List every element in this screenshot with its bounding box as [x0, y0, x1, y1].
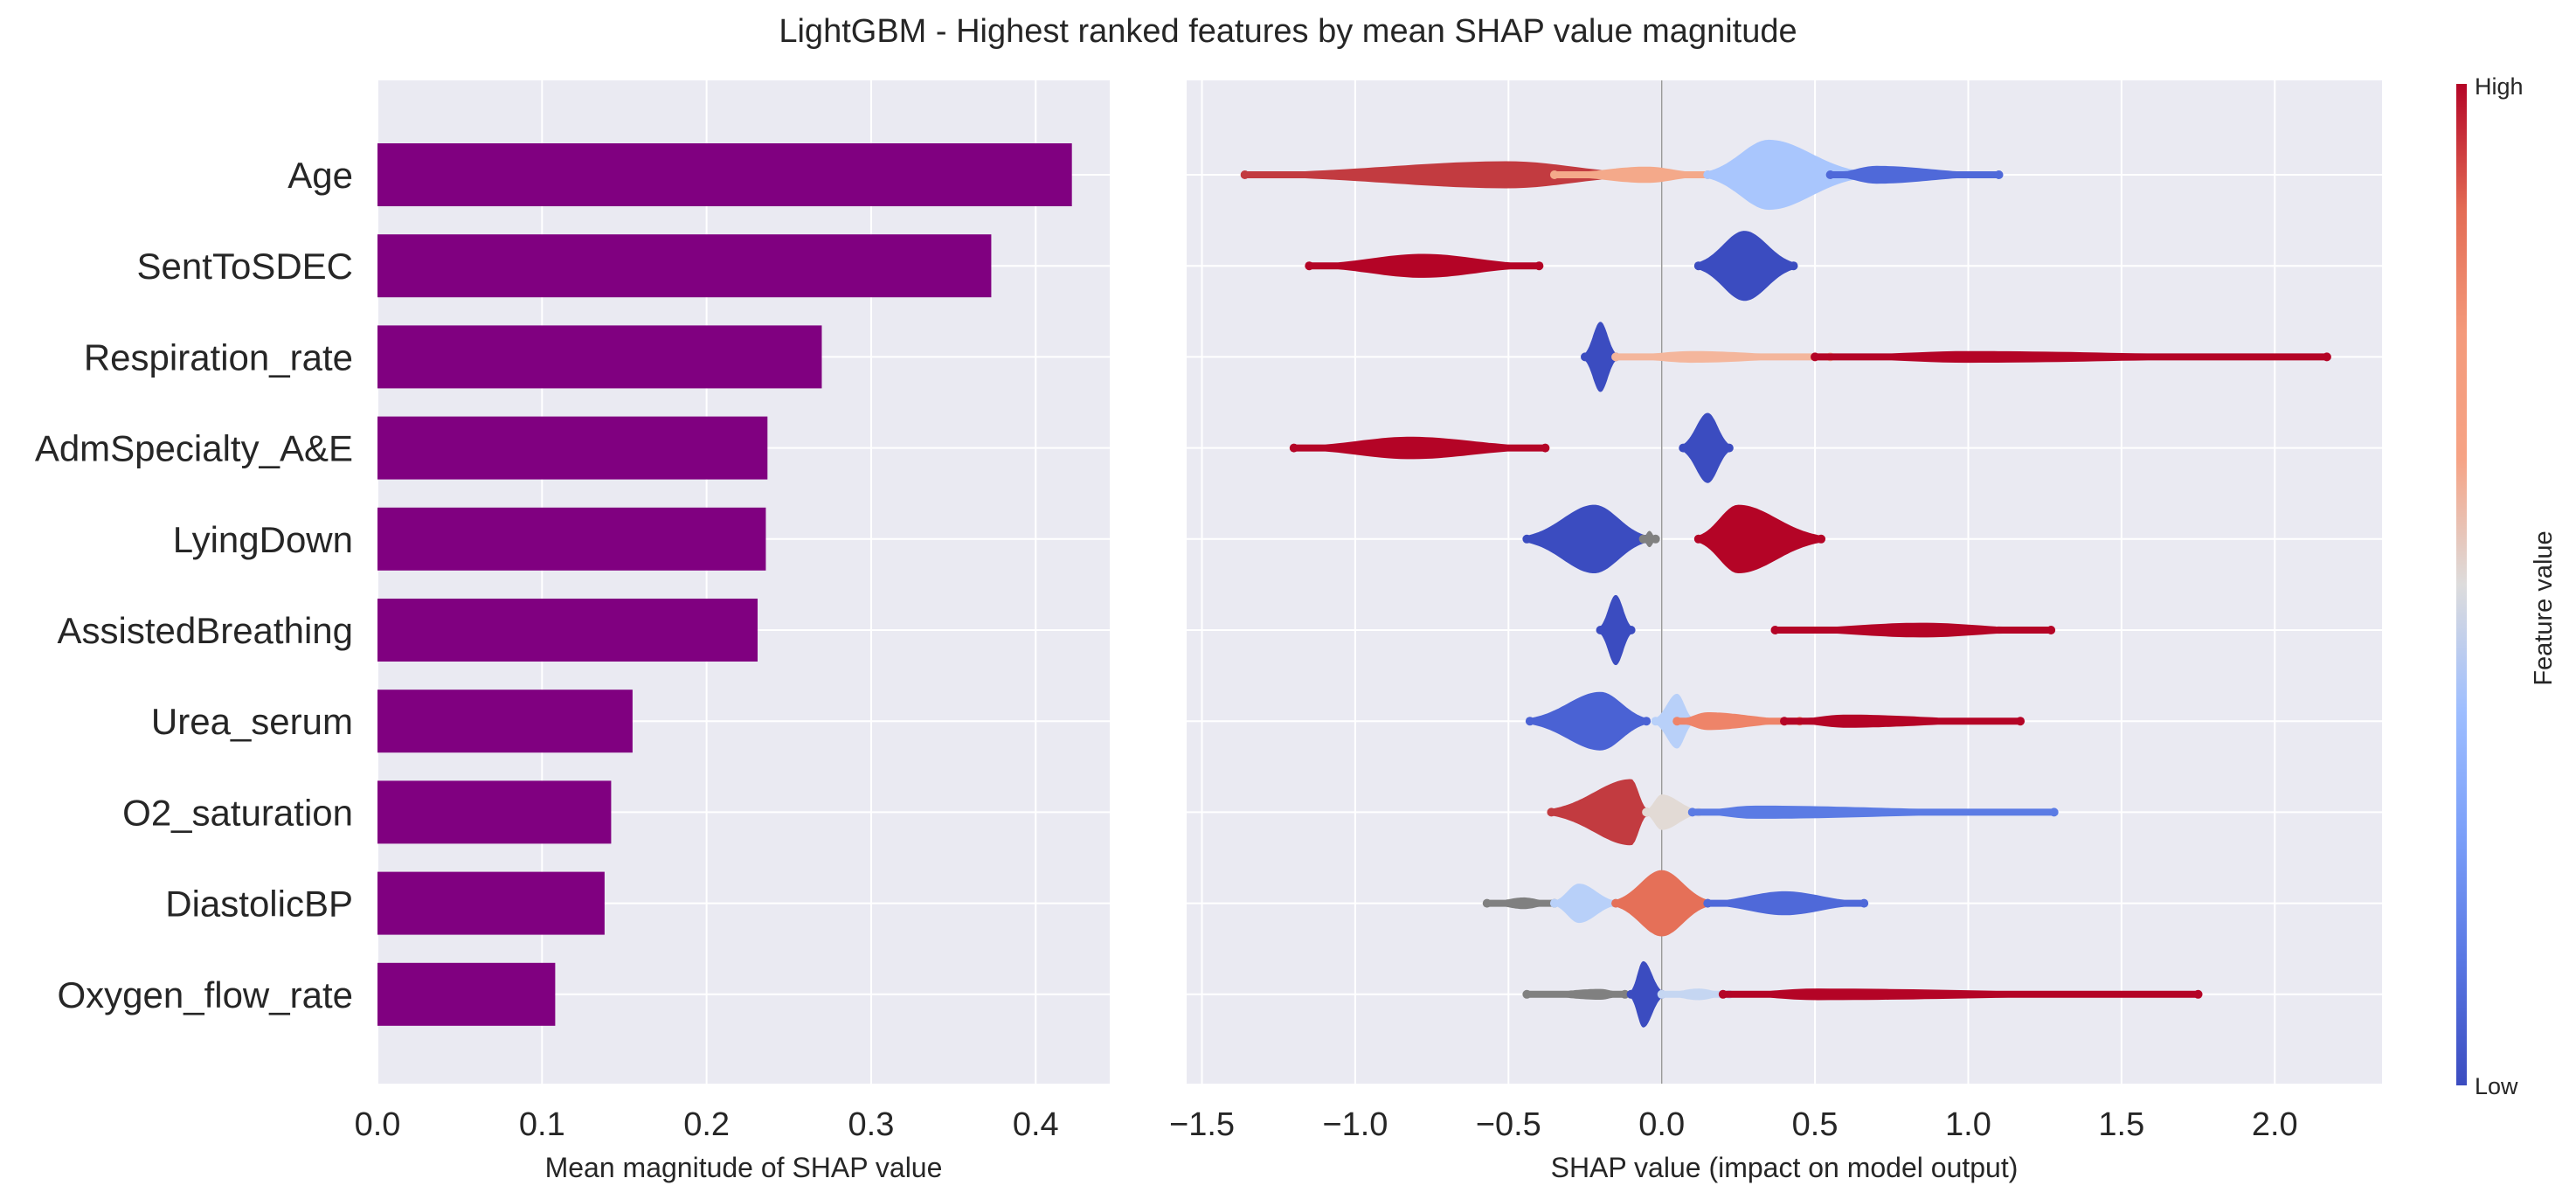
- bar-category-label: Urea_serum: [151, 701, 353, 742]
- beeswarm-plot-area: [1187, 80, 2382, 1084]
- beeswarm-point: [1240, 170, 1250, 179]
- bar-x-axis-label: Mean magnitude of SHAP value: [545, 1152, 943, 1183]
- beeswarm-chart: −1.5 −1.0 −0.5 0.0 0.5 1.0 1.5 2.0 SHAP value (…: [1169, 80, 2382, 1183]
- beeswarm-point: [1703, 170, 1713, 179]
- beeswarm-x-tick-label: −1.0: [1322, 1106, 1388, 1143]
- bar-x-tick-labels: 0.0 0.1 0.2 0.3 0.4: [355, 1106, 1059, 1143]
- beeswarm-point: [1305, 261, 1314, 271]
- beeswarm-x-axis-label: SHAP value (impact on model output): [1551, 1152, 2019, 1183]
- bar: [377, 871, 605, 935]
- beeswarm-point: [1611, 352, 1621, 362]
- colorbar-high-label: High: [2475, 73, 2524, 100]
- beeswarm-point: [2193, 989, 2203, 999]
- bar-marks: [377, 143, 1072, 1026]
- beeswarm-point: [1482, 898, 1492, 908]
- bar-category-label: DiastolicBP: [165, 884, 353, 925]
- bar: [377, 325, 822, 389]
- bar-category-label: SentToSDEC: [137, 246, 353, 287]
- beeswarm-point: [1672, 717, 1682, 726]
- beeswarm-point: [1679, 443, 1688, 453]
- beeswarm-x-tick-label: 2.0: [2252, 1106, 2298, 1143]
- bar-category-label: Respiration_rate: [84, 336, 353, 378]
- beeswarm-cluster: [1526, 988, 1626, 1000]
- bar: [377, 143, 1072, 206]
- bar: [377, 507, 766, 571]
- bar: [377, 780, 612, 844]
- beeswarm-point: [1811, 352, 1820, 362]
- beeswarm-point: [1541, 443, 1550, 453]
- bar: [377, 234, 992, 298]
- beeswarm-point: [1703, 898, 1713, 908]
- beeswarm-point: [1718, 989, 1728, 999]
- beeswarm-point: [1651, 717, 1660, 726]
- beeswarm-point: [1534, 261, 1544, 271]
- beeswarm-point: [1825, 170, 1835, 179]
- beeswarm-point: [1611, 898, 1621, 908]
- bar-x-tick-label: 0.0: [355, 1106, 401, 1143]
- beeswarm-point: [2322, 352, 2331, 362]
- beeswarm-point: [1522, 989, 1532, 999]
- bar-x-tick-label: 0.2: [683, 1106, 730, 1143]
- bar: [377, 599, 758, 662]
- beeswarm-point: [1693, 261, 1703, 271]
- beeswarm-point: [1693, 534, 1703, 544]
- colorbar-title: Feature value: [2530, 530, 2558, 685]
- bar: [377, 416, 768, 480]
- beeswarm-point: [1522, 534, 1532, 544]
- bar-category-label: O2_saturation: [122, 792, 353, 833]
- beeswarm-point: [1626, 989, 1636, 999]
- beeswarm-point: [1547, 807, 1556, 817]
- beeswarm-point: [1724, 443, 1734, 453]
- beeswarm-x-tick-labels: −1.5 −1.0 −0.5 0.0 0.5 1.0 1.5 2.0: [1169, 1106, 2298, 1143]
- beeswarm-point: [2049, 807, 2059, 817]
- bar-category-label: Age: [287, 155, 353, 196]
- beeswarm-point: [1289, 443, 1298, 453]
- beeswarm-point: [1780, 717, 1789, 726]
- bar-category-label: Oxygen_flow_rate: [57, 974, 353, 1015]
- beeswarm-point: [1817, 534, 1826, 544]
- beeswarm-point: [1642, 717, 1652, 726]
- beeswarm-point: [1626, 626, 1636, 634]
- beeswarm-point: [1638, 534, 1648, 544]
- beeswarm-point: [1581, 352, 1589, 362]
- chart-title: LightGBM - Highest ranked features by me…: [779, 13, 1797, 50]
- beeswarm-x-tick-label: −0.5: [1476, 1106, 1541, 1143]
- colorbar-gradient: [2456, 84, 2467, 1085]
- beeswarm-point: [2046, 626, 2056, 634]
- bar-x-tick-label: 0.1: [519, 1106, 565, 1143]
- beeswarm-point: [1994, 170, 2004, 179]
- beeswarm-point: [2016, 717, 2025, 726]
- beeswarm-x-tick-label: 1.5: [2098, 1106, 2144, 1143]
- beeswarm-point: [1596, 626, 1605, 634]
- bar: [377, 962, 556, 1026]
- beeswarm-x-tick-label: −1.5: [1169, 1106, 1235, 1143]
- beeswarm-point: [1687, 807, 1697, 817]
- beeswarm-point: [1525, 717, 1534, 726]
- beeswarm-point: [1859, 898, 1869, 908]
- beeswarm-point: [1549, 898, 1559, 908]
- beeswarm-point: [1789, 261, 1798, 271]
- beeswarm-x-tick-label: 1.0: [1945, 1106, 1991, 1143]
- beeswarm-point: [1642, 807, 1652, 817]
- beeswarm-point: [1620, 989, 1630, 999]
- bar: [377, 690, 633, 753]
- bar-x-tick-label: 0.4: [1013, 1106, 1059, 1143]
- bar-category-label: LyingDown: [173, 519, 353, 560]
- bar-x-tick-label: 0.3: [848, 1106, 895, 1143]
- colorbar-low-label: Low: [2475, 1073, 2518, 1099]
- bar-chart: Age SentToSDEC Respiration_rate AdmSpecialt…: [35, 80, 1110, 1183]
- bar-category-label: AssistedBreathing: [57, 610, 353, 651]
- bar-category-labels: Age SentToSDEC Respiration_rate AdmSpecialt…: [35, 155, 353, 1015]
- beeswarm-point: [1651, 534, 1660, 544]
- bar-category-label: AdmSpecialty_A&E: [35, 428, 353, 469]
- beeswarm-point: [1770, 626, 1780, 634]
- beeswarm-point: [1657, 989, 1666, 999]
- colorbar: High Low Feature value: [2456, 73, 2558, 1099]
- beeswarm-marks: [1240, 139, 2331, 1028]
- beeswarm-x-tick-label: 0.5: [1792, 1106, 1839, 1143]
- beeswarm-point: [1549, 170, 1559, 179]
- beeswarm-x-tick-label: 0.0: [1638, 1106, 1685, 1143]
